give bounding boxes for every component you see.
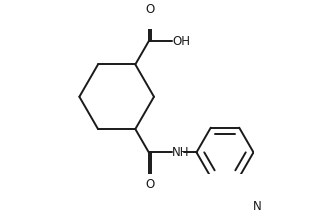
Text: N: N: [252, 200, 261, 213]
Text: OH: OH: [172, 35, 190, 48]
Text: NH: NH: [172, 146, 190, 159]
Text: O: O: [145, 3, 155, 16]
Text: O: O: [145, 178, 155, 191]
